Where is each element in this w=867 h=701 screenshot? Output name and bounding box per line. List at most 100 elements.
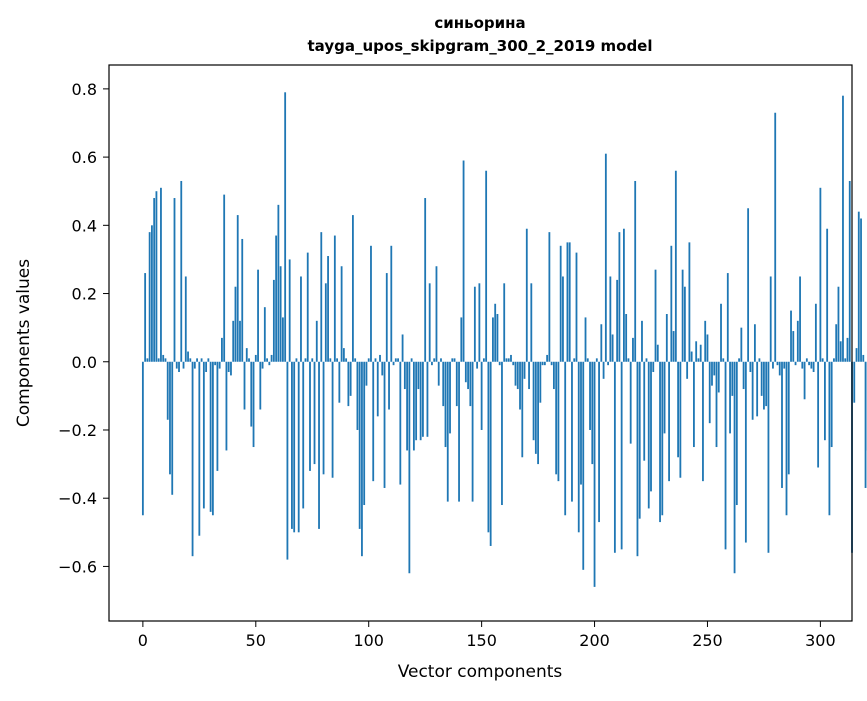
bar — [621, 362, 623, 550]
bar — [598, 362, 600, 522]
bar — [354, 358, 356, 361]
x-axis-label: Vector components — [398, 662, 563, 682]
bar — [406, 362, 408, 451]
bar — [142, 362, 144, 516]
bar — [605, 154, 607, 362]
bar — [824, 362, 826, 440]
bar — [171, 362, 173, 495]
bar — [503, 283, 505, 361]
bar — [250, 362, 252, 427]
bar — [804, 362, 806, 400]
y-tick-label: 0.2 — [72, 285, 97, 304]
bar — [397, 358, 399, 361]
bar — [734, 362, 736, 573]
bar — [630, 362, 632, 444]
bar — [738, 358, 740, 361]
bar — [205, 362, 207, 372]
bar — [474, 287, 476, 362]
bar — [555, 362, 557, 475]
y-tick-label: 0.0 — [72, 353, 97, 372]
bar — [817, 362, 819, 468]
bar — [146, 358, 148, 361]
bar — [257, 270, 259, 362]
bar — [578, 362, 580, 533]
x-tick-label: 50 — [246, 631, 266, 650]
bar — [684, 287, 686, 362]
bar — [679, 362, 681, 478]
bar — [596, 358, 598, 361]
bar — [289, 259, 291, 361]
bar — [366, 362, 368, 386]
bar — [329, 358, 331, 361]
bar — [246, 348, 248, 362]
bar — [768, 362, 770, 553]
bar — [650, 362, 652, 492]
bar — [695, 341, 697, 361]
bar — [223, 195, 225, 362]
bar — [607, 362, 609, 365]
bar — [361, 362, 363, 556]
x-tick-label: 300 — [805, 631, 836, 650]
bar — [239, 321, 241, 362]
bar — [691, 352, 693, 362]
bar — [501, 362, 503, 505]
y-axis-ticks: −0.6−0.4−0.20.00.20.40.60.8 — [58, 80, 109, 577]
bar — [481, 362, 483, 430]
bar — [404, 362, 406, 389]
y-tick-label: 0.8 — [72, 80, 97, 99]
bar — [524, 362, 526, 379]
bar — [282, 317, 284, 361]
chart-title: синьорина — [434, 14, 525, 32]
bar — [395, 358, 397, 361]
bar — [747, 208, 749, 362]
bar — [745, 362, 747, 543]
bar — [359, 362, 361, 529]
bar — [774, 113, 776, 362]
bar — [497, 314, 499, 362]
bar — [357, 362, 359, 430]
y-tick-label: −0.6 — [58, 557, 97, 576]
bar — [603, 362, 605, 379]
bar — [688, 242, 690, 361]
bar — [641, 321, 643, 362]
bar — [772, 362, 774, 369]
bar — [316, 321, 318, 362]
bar — [228, 362, 230, 372]
bar — [519, 362, 521, 410]
bar — [668, 362, 670, 481]
x-tick-label: 0 — [138, 631, 148, 650]
bar — [352, 215, 354, 362]
bar — [338, 362, 340, 403]
bar — [149, 232, 151, 362]
bar — [625, 314, 627, 362]
bar — [307, 253, 309, 362]
bar — [833, 358, 835, 361]
bar — [408, 362, 410, 573]
bar — [284, 92, 286, 361]
bar — [381, 362, 383, 376]
y-axis-label: Components values — [14, 259, 34, 427]
bar — [291, 362, 293, 529]
bar — [562, 276, 564, 361]
bar — [637, 362, 639, 556]
bar — [819, 188, 821, 362]
bar — [379, 355, 381, 362]
bar — [801, 362, 803, 369]
bar — [587, 358, 589, 361]
y-tick-label: 0.6 — [72, 148, 97, 167]
bar — [707, 334, 709, 361]
bar — [567, 242, 569, 361]
bar — [506, 358, 508, 361]
bar — [709, 362, 711, 423]
bar — [341, 266, 343, 362]
bar — [594, 362, 596, 587]
bar — [725, 362, 727, 550]
bar — [334, 236, 336, 362]
bar — [582, 362, 584, 570]
bar — [235, 287, 237, 362]
bar — [490, 362, 492, 546]
bar — [221, 338, 223, 362]
bar — [384, 362, 386, 488]
bar — [673, 331, 675, 362]
